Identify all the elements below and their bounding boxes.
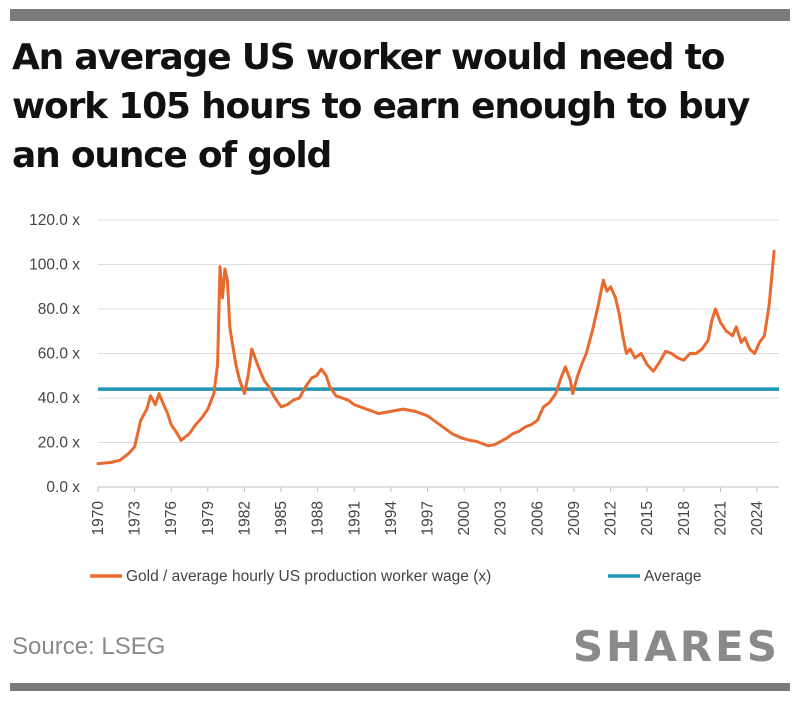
x-tick-label: 1985 (273, 501, 290, 535)
source-note: Source: LSEG (12, 633, 166, 660)
gold-wage-chart: 0.0 x 20.0 x 40.0 x 60.0 x 80.0 x 100.0 x 120.… (29, 212, 779, 585)
x-tick-label: 2015 (639, 501, 656, 535)
y-tick-label: 0.0 x (46, 479, 80, 496)
x-tick-label: 1979 (200, 501, 217, 535)
x-tick-label: 2021 (712, 501, 729, 535)
top-rule (10, 9, 790, 21)
x-tick-label: 2006 (529, 501, 546, 535)
bottom-rule (10, 683, 790, 691)
y-tick-label: 20.0 x (38, 435, 80, 452)
x-tick-label: 2018 (676, 501, 693, 535)
y-tick-label: 120.0 x (29, 212, 80, 229)
x-tick-label: 1991 (346, 501, 363, 535)
x-axis-labels: 1970 1973 1976 1979 1982 1985 1988 1991 1994 1997… (90, 487, 766, 535)
x-tick-label: 1982 (236, 501, 253, 535)
x-tick-label: 1973 (127, 501, 144, 535)
y-tick-label: 100.0 x (29, 257, 80, 274)
y-tick-label: 40.0 x (38, 390, 80, 407)
x-tick-label: 1988 (310, 501, 327, 535)
x-tick-label: 2003 (493, 501, 510, 535)
legend: Gold / average hourly US production work… (90, 568, 701, 585)
y-tick-label: 60.0 x (38, 346, 80, 363)
grid-lines (98, 219, 779, 443)
x-tick-label: 2024 (749, 501, 766, 536)
x-tick-label: 2009 (566, 501, 583, 535)
x-tick-label: 1976 (163, 501, 180, 535)
x-tick-label: 1970 (90, 501, 107, 536)
y-tick-label: 80.0 x (38, 301, 80, 318)
y-axis-labels: 0.0 x 20.0 x 40.0 x 60.0 x 80.0 x 100.0 x 120.… (29, 212, 80, 496)
x-tick-label: 2012 (603, 501, 620, 535)
x-tick-label: 1994 (383, 501, 400, 536)
chart-title: An average US worker would need to work … (12, 37, 750, 176)
gold-wage-ratio-line (96, 249, 776, 466)
legend-label-average: Average (644, 568, 701, 585)
x-tick-label: 1997 (420, 501, 437, 535)
x-tick-label: 2000 (456, 501, 473, 536)
legend-label-gold: Gold / average hourly US production work… (126, 568, 491, 585)
shares-logo: SHARES (572, 622, 780, 671)
